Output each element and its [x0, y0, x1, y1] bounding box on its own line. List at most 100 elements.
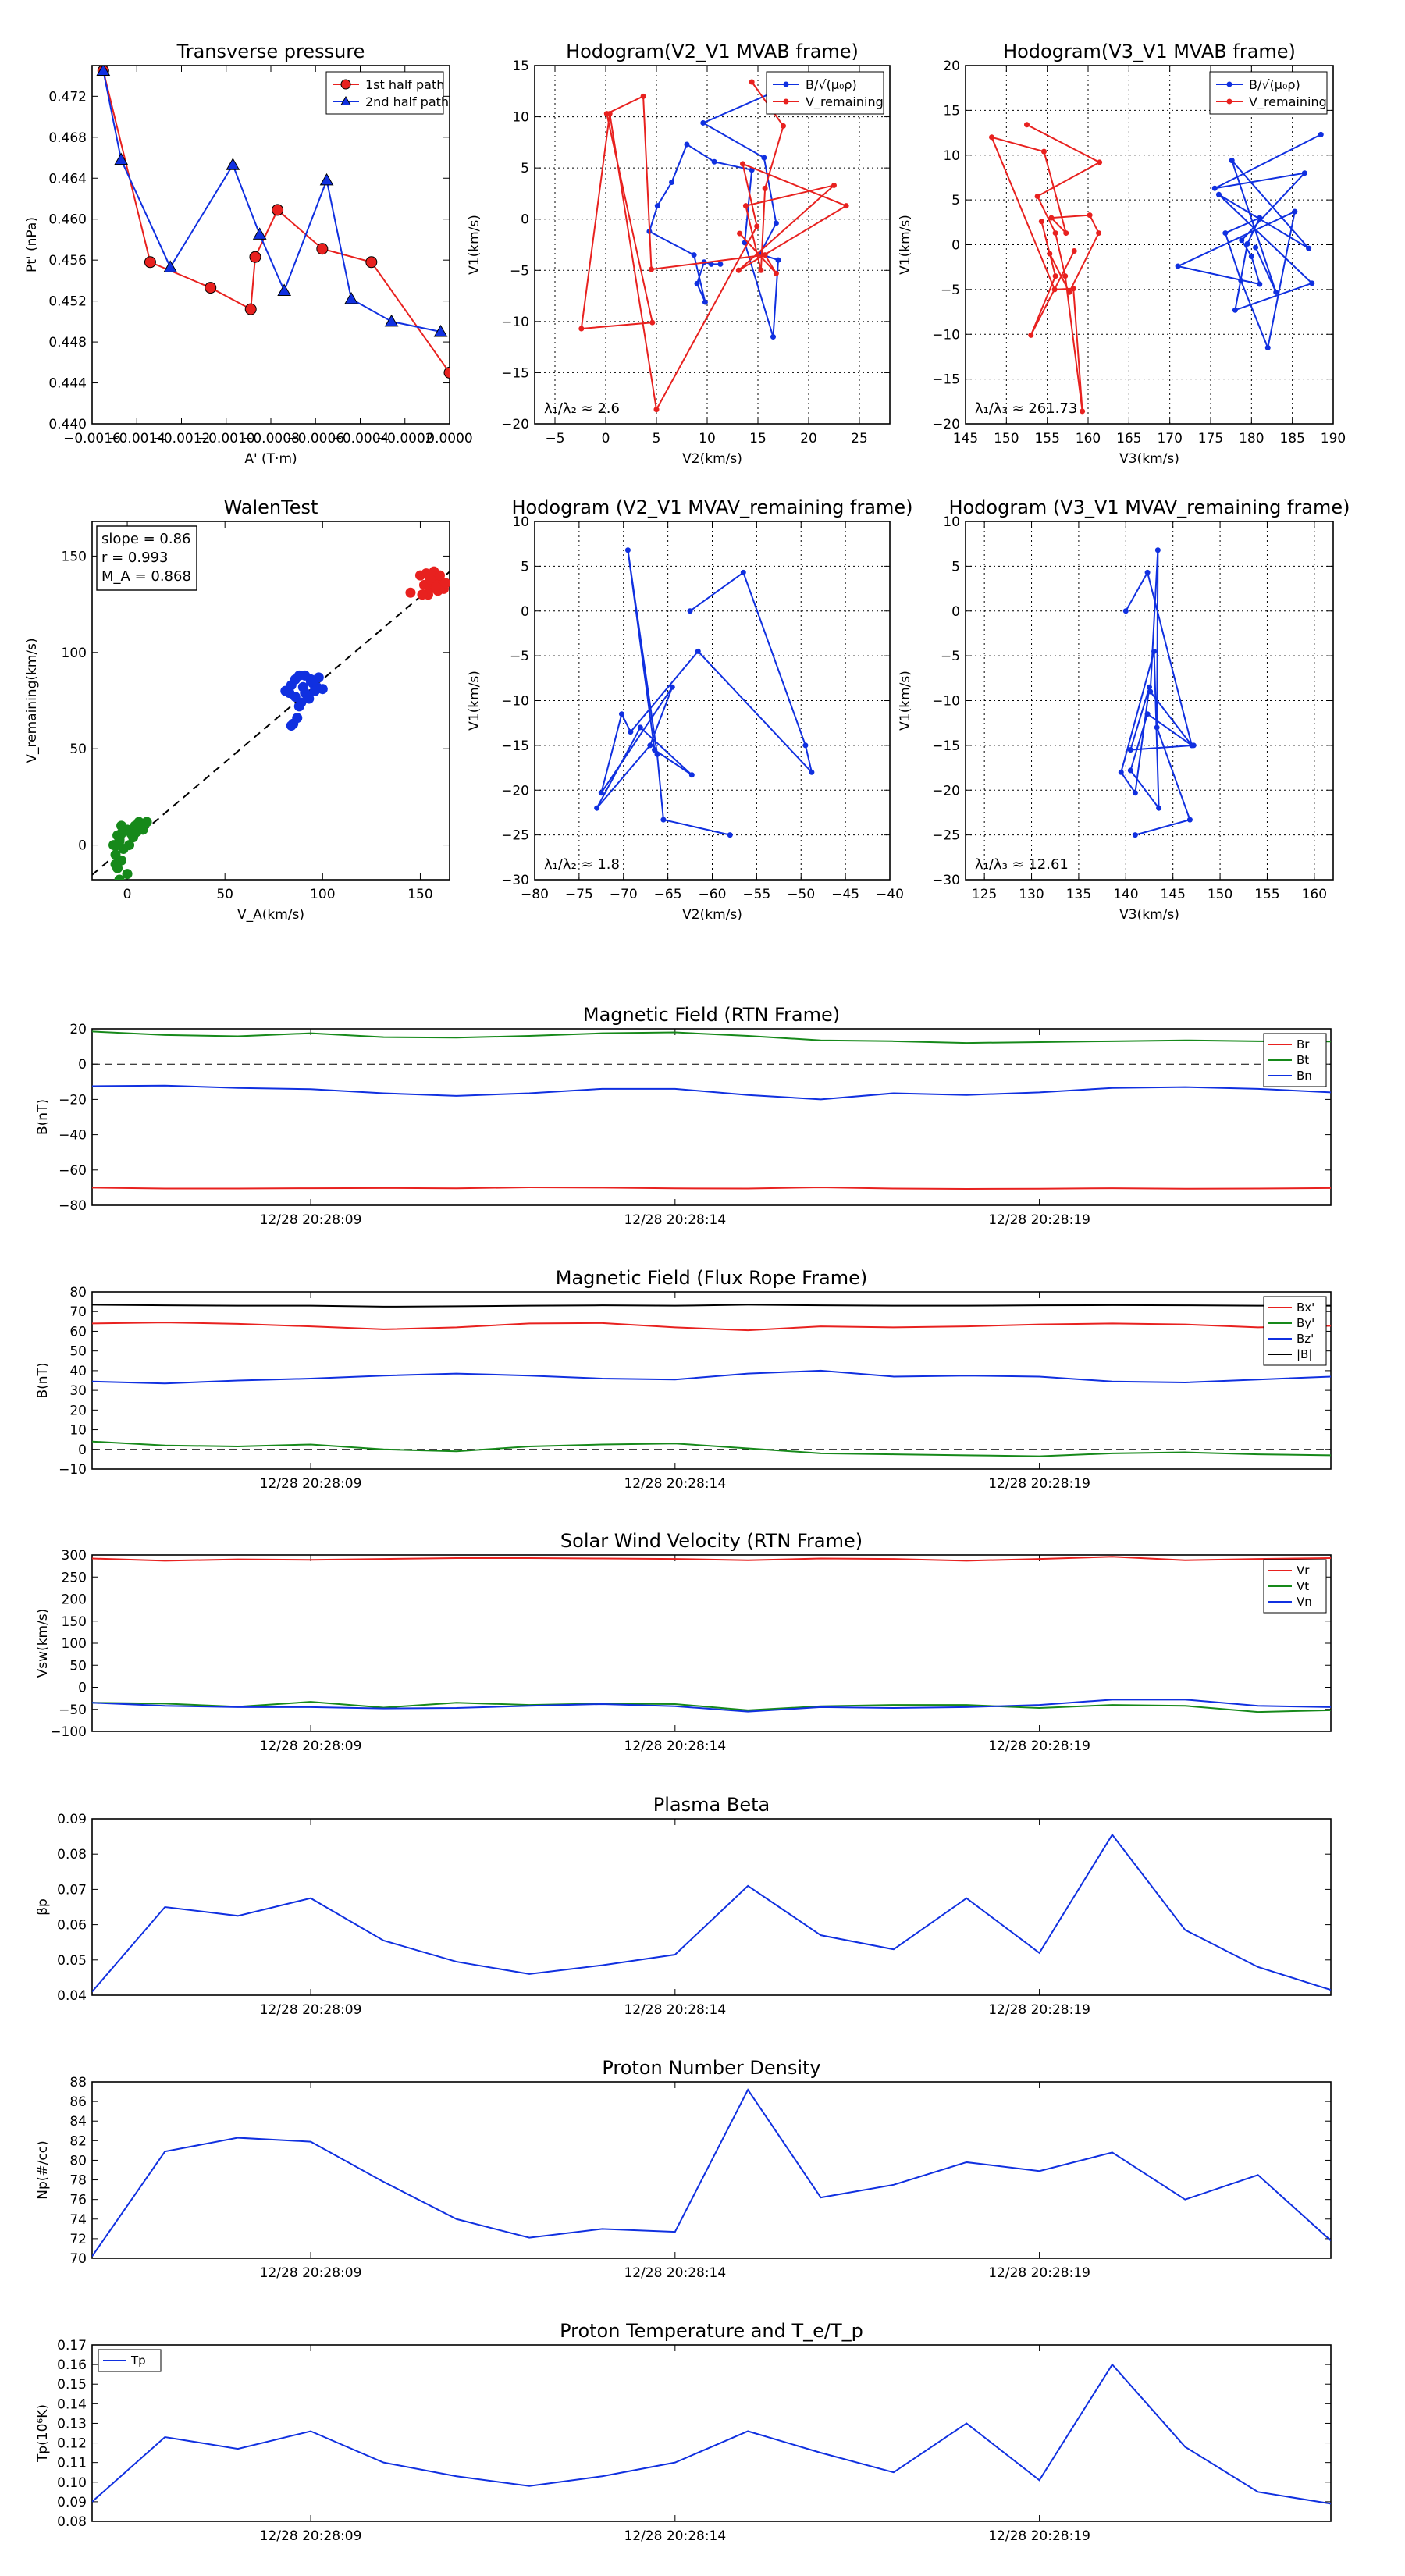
data-point: [711, 158, 717, 165]
data-point: [1080, 408, 1086, 415]
y-axis-label: Pt' (nPa): [24, 217, 40, 272]
data-point: [1244, 240, 1250, 247]
y-tick-label: 5: [951, 193, 960, 208]
y-tick-label: −30: [501, 873, 529, 888]
data-point: [702, 299, 708, 305]
legend-label: Vn: [1297, 1595, 1312, 1609]
x-tick-label: −0.0014: [108, 431, 165, 447]
x-tick-label: 145: [953, 431, 978, 447]
plot-frame: [91, 1028, 1332, 1206]
y-tick-label: 200: [62, 1592, 87, 1608]
data-point: [1156, 805, 1162, 811]
y-tick-label: 0.11: [57, 2456, 87, 2471]
y-tick-label: 100: [62, 1636, 87, 1652]
plot-area: [96, 66, 450, 379]
chart-title: Hodogram (V3_V1 MVAV_remaining frame): [948, 496, 1350, 518]
data-point: [1051, 286, 1058, 293]
data-point: [1028, 332, 1034, 338]
series-line-By': [92, 1440, 1331, 1457]
x-tick-label: 50: [216, 887, 233, 902]
x-tick-label: 0: [123, 887, 132, 902]
data-point: [762, 252, 768, 258]
chart-title: Plasma Beta: [653, 1794, 770, 1816]
y-tick-label: −20: [59, 1092, 87, 1108]
y-tick-label: 0.14: [57, 2396, 87, 2412]
plot-frame: [91, 1818, 1332, 1996]
x-tick-label: 140: [1113, 887, 1138, 902]
chart-c4: 0 50 100 150 0 50 100 150 WalenTest V_A(km/s) V_re…: [24, 496, 450, 923]
data-point: [1144, 711, 1151, 717]
data-point: [1071, 248, 1077, 254]
eigenvalue-ratio-label: λ₁/λ₃ ≈ 12.61: [975, 856, 1069, 873]
y-tick-label: 10: [69, 1423, 87, 1439]
data-point: [384, 314, 399, 327]
data-point: [598, 790, 604, 796]
data-point: [433, 324, 448, 337]
y-tick-label: −20: [501, 783, 529, 799]
y-tick-label: 20: [69, 1022, 87, 1037]
data-point: [1238, 277, 1244, 283]
chart-c10: 12/28 20:28:09 12/28 20:28:14 12/28 20:28:…: [35, 1794, 1332, 2018]
y-tick-label: −20: [501, 417, 529, 432]
data-point: [758, 267, 764, 273]
data-point: [1096, 230, 1102, 237]
y-axis-label: Vsw(km/s): [35, 1609, 51, 1678]
data-point: [669, 684, 675, 690]
y-tick-label: 60: [69, 1324, 87, 1340]
scatter-point: [292, 713, 303, 724]
data-point: [1087, 212, 1093, 219]
x-tick-label: 180: [1239, 431, 1264, 447]
y-tick-label: −60: [59, 1163, 87, 1179]
y-tick-label: −20: [932, 417, 960, 432]
data-point: [754, 223, 760, 229]
scatter-point: [304, 693, 315, 704]
y-tick-label: −15: [932, 372, 960, 388]
y-tick-label: −25: [501, 828, 529, 844]
data-point: [781, 123, 786, 129]
plot-area: [92, 1833, 1331, 1993]
plot-area: [92, 1030, 1331, 1190]
legend-label: Vr: [1297, 1564, 1310, 1578]
x-tick-label: 12/28 20:28:09: [260, 2002, 362, 2018]
x-tick-label: 20: [800, 431, 817, 447]
x-tick-label: 12/28 20:28:09: [260, 1212, 362, 1228]
x-tick-label: −55: [742, 887, 770, 902]
legend-label: V_remaining: [806, 94, 884, 110]
data-point: [578, 326, 585, 332]
data-point: [1147, 684, 1152, 690]
x-tick-label: 160: [1302, 887, 1327, 902]
y-tick-label: 10: [512, 514, 529, 530]
data-point: [652, 747, 658, 753]
x-tick-label: −0.0004: [332, 431, 389, 447]
chart-c2: −5 0 5 10 15 20 25 −20 −15 −10 −5 0 5 10 15 Hodogram(V2…: [467, 41, 891, 467]
x-tick-label: −45: [831, 887, 859, 902]
x-tick-label: 12/28 20:28:19: [988, 1212, 1090, 1228]
data-point: [1122, 608, 1129, 614]
plot-area: [988, 122, 1324, 415]
data-point: [1189, 742, 1195, 749]
data-point: [770, 334, 776, 340]
x-tick-label: 12/28 20:28:19: [988, 2265, 1090, 2281]
data-point: [783, 98, 789, 105]
y-tick-label: 0.16: [57, 2357, 87, 2373]
x-axis-label: V3(km/s): [1119, 907, 1179, 923]
y-tick-label: −10: [59, 1462, 87, 1478]
y-axis-label: βp: [35, 1898, 51, 1916]
x-tick-label: −65: [654, 887, 682, 902]
y-tick-label: 0.12: [57, 2436, 87, 2452]
series-line-Br: [92, 1186, 1331, 1190]
series-line-Bx': [92, 1322, 1331, 1332]
x-tick-label: 12/28 20:28:09: [260, 1476, 362, 1492]
stats-line: r = 0.993: [101, 550, 168, 566]
data-point: [802, 742, 809, 749]
legend-box: [325, 71, 444, 115]
series-line-Bz': [92, 1369, 1331, 1385]
data-point: [624, 547, 631, 553]
series-line-2nd half path: [102, 70, 441, 333]
x-tick-label: 130: [1019, 887, 1044, 902]
data-point: [1273, 289, 1279, 295]
data-point: [708, 261, 714, 267]
data-point: [654, 203, 660, 209]
scatter-point: [293, 701, 304, 712]
scatter-point: [309, 685, 320, 696]
